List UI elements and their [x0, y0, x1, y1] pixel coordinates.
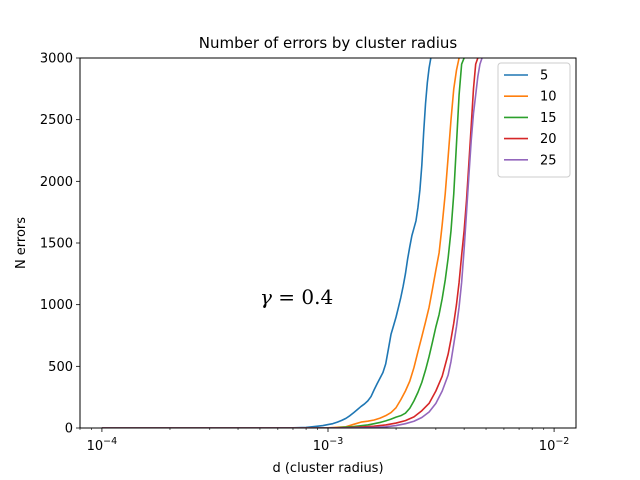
- gamma-symbol: γ: [260, 285, 272, 309]
- y-axis-label: N errors: [14, 217, 29, 269]
- y-tick-label-6: 3000: [40, 52, 73, 67]
- y-tick-label-3: 1500: [40, 237, 73, 252]
- legend-label-15: 15: [540, 111, 557, 126]
- chart-title: Number of errors by cluster radius: [199, 34, 458, 52]
- series-line-10: [101, 58, 460, 428]
- x-tick-label-1: 10−3: [313, 436, 344, 454]
- y-tick-label-4: 2000: [40, 175, 73, 190]
- series-line-20: [101, 58, 479, 428]
- legend-label-10: 10: [540, 90, 557, 105]
- series-layer: [101, 58, 483, 428]
- legend-label-25: 25: [540, 153, 557, 168]
- gamma-annotation: γ = 0.4: [260, 285, 333, 309]
- legend-label-20: 20: [540, 132, 557, 147]
- series-line-15: [101, 58, 465, 428]
- y-axis-ticks: 0 500 1000 1500 2000 2500 3000: [40, 52, 80, 437]
- y-tick-label-2: 1000: [40, 298, 73, 313]
- y-tick-label-0: 0: [65, 422, 73, 437]
- legend-box: [497, 62, 571, 178]
- series-line-25: [101, 58, 483, 428]
- x-tick-label-2: 10−2: [539, 436, 570, 454]
- x-tick-label-0: 10−4: [87, 436, 118, 454]
- series-line-5: [101, 58, 432, 428]
- x-axis-ticks: 10−4 10−3 10−2: [79, 428, 570, 454]
- legend-label-5: 5: [540, 69, 548, 84]
- gamma-value: = 0.4: [272, 285, 333, 309]
- y-tick-label-5: 2500: [40, 113, 73, 128]
- legend: 5 10 15 20 25: [497, 62, 571, 178]
- y-tick-label-1: 500: [48, 360, 73, 375]
- x-axis-label: d (cluster radius): [272, 461, 383, 476]
